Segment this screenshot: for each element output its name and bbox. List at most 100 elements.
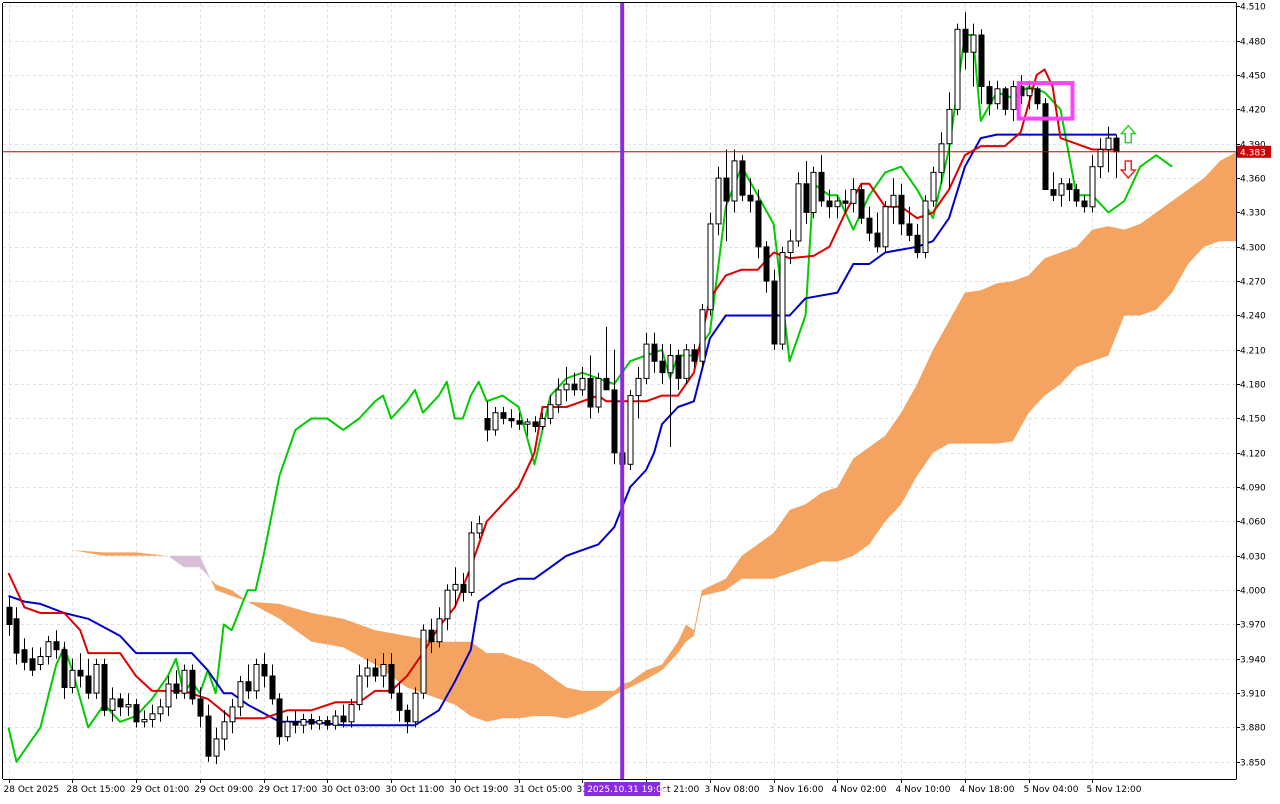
candle-body-bull xyxy=(413,693,418,722)
candle xyxy=(206,705,211,762)
candle-body-bull xyxy=(708,224,713,310)
candle-body-bull xyxy=(1027,89,1032,96)
candle-body-bear xyxy=(604,378,609,389)
candle xyxy=(437,607,442,647)
candle xyxy=(30,647,35,676)
candle xyxy=(222,710,227,750)
candle xyxy=(62,642,67,699)
y-tick-label: 4.000 xyxy=(1240,587,1266,597)
candle xyxy=(700,304,705,367)
candle xyxy=(915,224,920,258)
candle-body-bear xyxy=(389,665,394,694)
candle-body-bull xyxy=(317,721,322,724)
y-tick-label: 4.240 xyxy=(1240,312,1266,322)
candle xyxy=(995,81,1000,110)
y-tick-label: 3.880 xyxy=(1240,724,1266,734)
kumo-cloud-layer xyxy=(9,104,1280,722)
candle-body-bull xyxy=(94,665,99,694)
candle-body-bear xyxy=(764,247,769,281)
candle-body-bull xyxy=(796,184,801,241)
candle xyxy=(126,693,131,716)
candle-body-bull xyxy=(301,720,306,726)
candle xyxy=(461,573,466,602)
candle xyxy=(811,167,816,219)
candle xyxy=(54,630,59,659)
candle-body-bear xyxy=(979,35,984,87)
y-tick-label: 4.480 xyxy=(1240,38,1266,48)
y-tick-label: 3.850 xyxy=(1240,759,1266,769)
candle xyxy=(899,184,904,236)
candle xyxy=(118,693,123,716)
candle-body-bull xyxy=(333,716,338,725)
candle-body-bear xyxy=(206,716,211,756)
candle-body-bear xyxy=(827,201,832,207)
candle-body-bear xyxy=(78,670,83,676)
candle-body-bull xyxy=(700,310,705,362)
candle xyxy=(764,241,769,293)
candle xyxy=(214,728,219,765)
y-tick-label: 4.360 xyxy=(1240,175,1266,185)
candle-body-bull xyxy=(548,405,553,419)
candle xyxy=(780,247,785,350)
candle xyxy=(851,178,856,212)
candle-body-bear xyxy=(1082,201,1087,207)
candle xyxy=(1035,87,1040,110)
candle-body-bull xyxy=(381,665,386,676)
candle xyxy=(22,638,27,670)
candle xyxy=(270,665,275,705)
candle xyxy=(564,367,569,401)
y-tick-label: 4.270 xyxy=(1240,278,1266,288)
x-tick-label: 30 Oct 03:00 xyxy=(322,785,381,795)
candle-body-bear xyxy=(1043,104,1048,190)
candle-body-bear xyxy=(748,195,753,201)
candle xyxy=(78,653,83,687)
candle xyxy=(804,161,809,224)
candle xyxy=(1106,127,1111,173)
candle xyxy=(859,184,864,224)
candle-body-bull xyxy=(110,699,115,710)
x-tick-label: 28 Oct 15:00 xyxy=(67,785,126,795)
candle-body-bull xyxy=(596,378,601,407)
candle xyxy=(413,687,418,727)
candle-body-bull xyxy=(46,642,51,657)
candle xyxy=(708,213,713,316)
candle-body-bear xyxy=(907,224,912,235)
candle xyxy=(1043,98,1048,190)
candle-body-bear xyxy=(118,699,123,707)
candle-body-bull xyxy=(891,195,896,206)
candle-body-bull xyxy=(1059,184,1064,195)
x-tick-label: 5 Nov 04:00 xyxy=(1024,785,1079,795)
candle xyxy=(732,150,737,213)
candle-body-bull xyxy=(126,705,131,707)
candle-body-bull xyxy=(453,584,458,590)
candle xyxy=(333,710,338,730)
candle-body-bull xyxy=(70,670,75,687)
y-tick-label: 3.970 xyxy=(1240,621,1266,631)
candle xyxy=(1114,135,1119,179)
candle-body-bull xyxy=(668,356,673,373)
candle xyxy=(947,92,952,189)
candle xyxy=(923,195,928,258)
y-tick-label: 4.420 xyxy=(1240,106,1266,116)
candle xyxy=(158,699,163,722)
x-tick-label: 3 Nov 08:00 xyxy=(705,785,760,795)
candle xyxy=(716,167,721,236)
candle-body-bear xyxy=(1114,138,1119,152)
candle-body-bear xyxy=(612,390,617,453)
candle xyxy=(644,333,649,385)
x-tick-label: 3 Nov 16:00 xyxy=(769,785,824,795)
candle-body-bear xyxy=(1051,190,1056,196)
candle-body-bull xyxy=(214,739,219,756)
candle xyxy=(1003,87,1008,116)
x-tick-label: 29 Oct 01:00 xyxy=(131,785,190,795)
current-price-label: 4.383 xyxy=(1240,148,1266,158)
candle-body-bull xyxy=(1090,167,1095,207)
candle-body-bear xyxy=(1074,190,1079,201)
candle xyxy=(46,636,51,665)
candle-body-bull xyxy=(525,422,530,424)
candle-body-bull xyxy=(931,172,936,201)
candle-body-bull xyxy=(788,241,793,252)
candle-body-bull xyxy=(142,720,147,722)
candle-body-bear xyxy=(740,161,745,195)
